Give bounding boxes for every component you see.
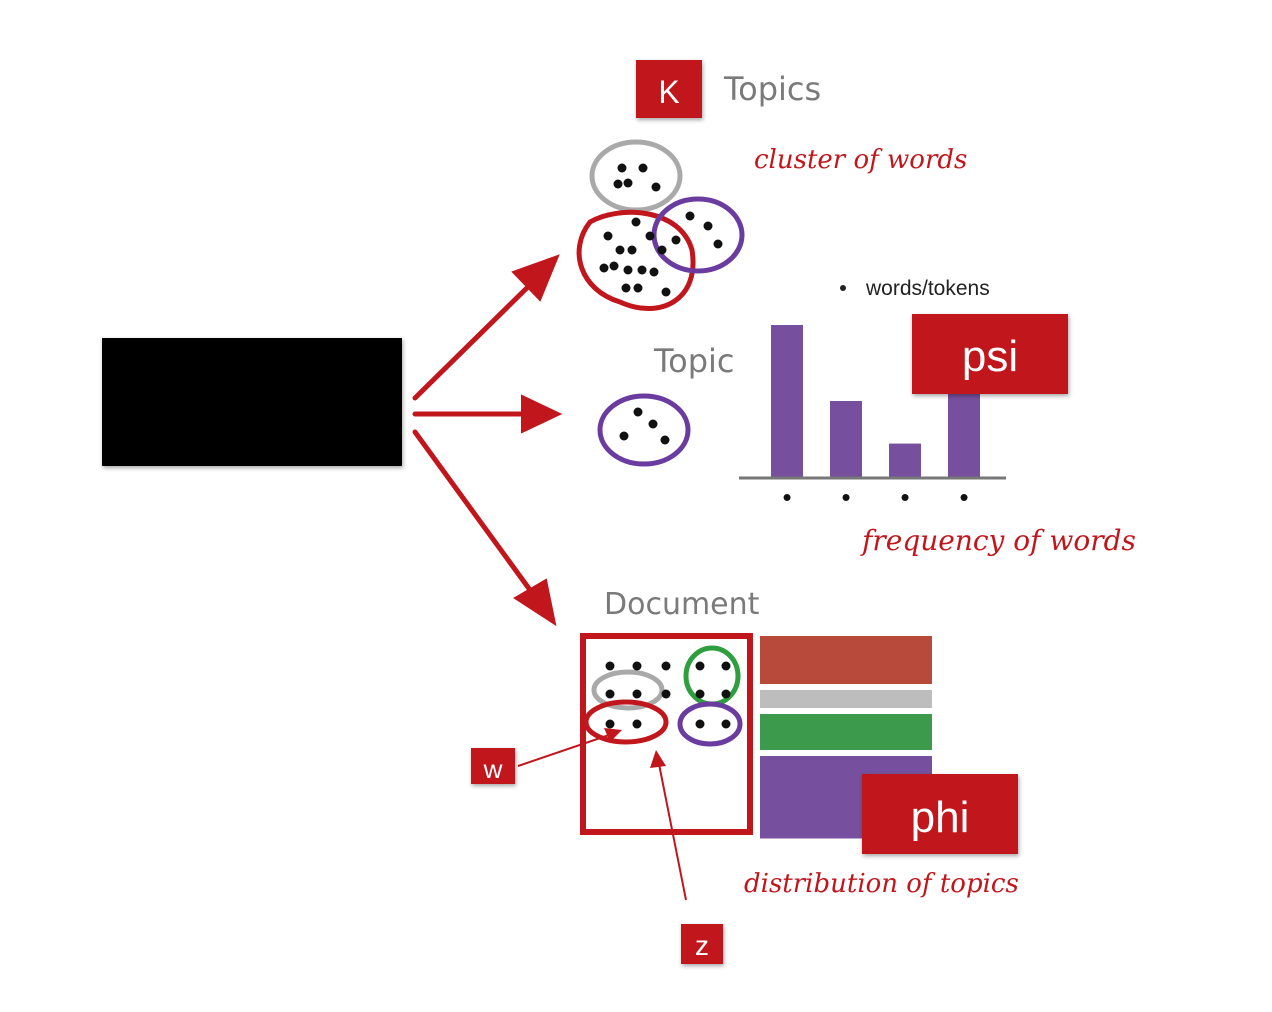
topics-section: K Topics cluster of words <box>576 60 967 311</box>
word-frequency-bar <box>830 401 862 477</box>
k-label: K <box>658 74 679 110</box>
z-label: z <box>695 930 709 961</box>
topic-annotation: frequency of words <box>860 524 1136 557</box>
gray-cluster <box>589 139 683 213</box>
z-pointer-head <box>650 750 666 768</box>
black-box <box>102 338 402 466</box>
word-frequency-bar <box>889 443 921 477</box>
legend-bullet-text: words/tokens <box>865 277 990 300</box>
phi-label: phi <box>911 793 970 842</box>
arrow-to-topics <box>412 277 538 401</box>
doc-red-cluster <box>583 699 669 745</box>
topic-title: Topic <box>653 342 734 380</box>
word-tick-label: • <box>959 482 968 512</box>
w-tag <box>471 748 515 784</box>
topic-section: Topic words/tokens • • • • psi frequency of… <box>597 277 1136 557</box>
word-tick-label: • <box>782 482 791 512</box>
arrow-to-document <box>412 429 533 593</box>
arrows <box>412 254 563 627</box>
document-annotation: distribution of topics <box>744 869 1019 899</box>
w-label: w <box>483 754 503 784</box>
red-cluster <box>576 209 696 311</box>
topic-share-bar <box>760 636 932 684</box>
w-pointer-line <box>517 733 613 767</box>
arrow-head-topic <box>521 394 563 434</box>
word-frequency-bar <box>771 325 803 477</box>
word-frequency-chart: • • • • <box>739 325 1006 512</box>
arrow-head-topics <box>511 254 560 302</box>
phi-tag <box>862 774 1018 854</box>
doc-gray-cluster <box>591 669 665 711</box>
topic-word-dots <box>599 163 723 297</box>
topic-dots <box>619 407 670 445</box>
z-pointer-line <box>658 763 687 901</box>
k-tag <box>636 60 702 118</box>
legend-bullet <box>840 285 846 291</box>
word-tick-label: • <box>900 482 909 512</box>
topic-purple-cluster <box>597 393 691 467</box>
word-tick-label: • <box>841 482 850 512</box>
document-section: Document phi w z distribution of topics <box>471 587 1019 964</box>
document-box <box>580 633 753 835</box>
topic-share-bar <box>760 690 932 708</box>
purple-cluster <box>651 196 745 274</box>
psi-label: psi <box>962 332 1018 381</box>
document-title: Document <box>604 587 760 622</box>
w-pointer-head <box>604 728 622 742</box>
arrow-head-document <box>513 578 557 627</box>
topics-annotation: cluster of words <box>754 145 967 175</box>
psi-tag <box>912 314 1068 394</box>
doc-purple-cluster <box>677 701 743 747</box>
topic-share-bar <box>760 714 932 750</box>
topics-title: Topics <box>723 70 821 108</box>
word-frequency-bar <box>948 378 980 477</box>
document-word-dots <box>605 661 731 729</box>
z-tag <box>681 924 723 964</box>
